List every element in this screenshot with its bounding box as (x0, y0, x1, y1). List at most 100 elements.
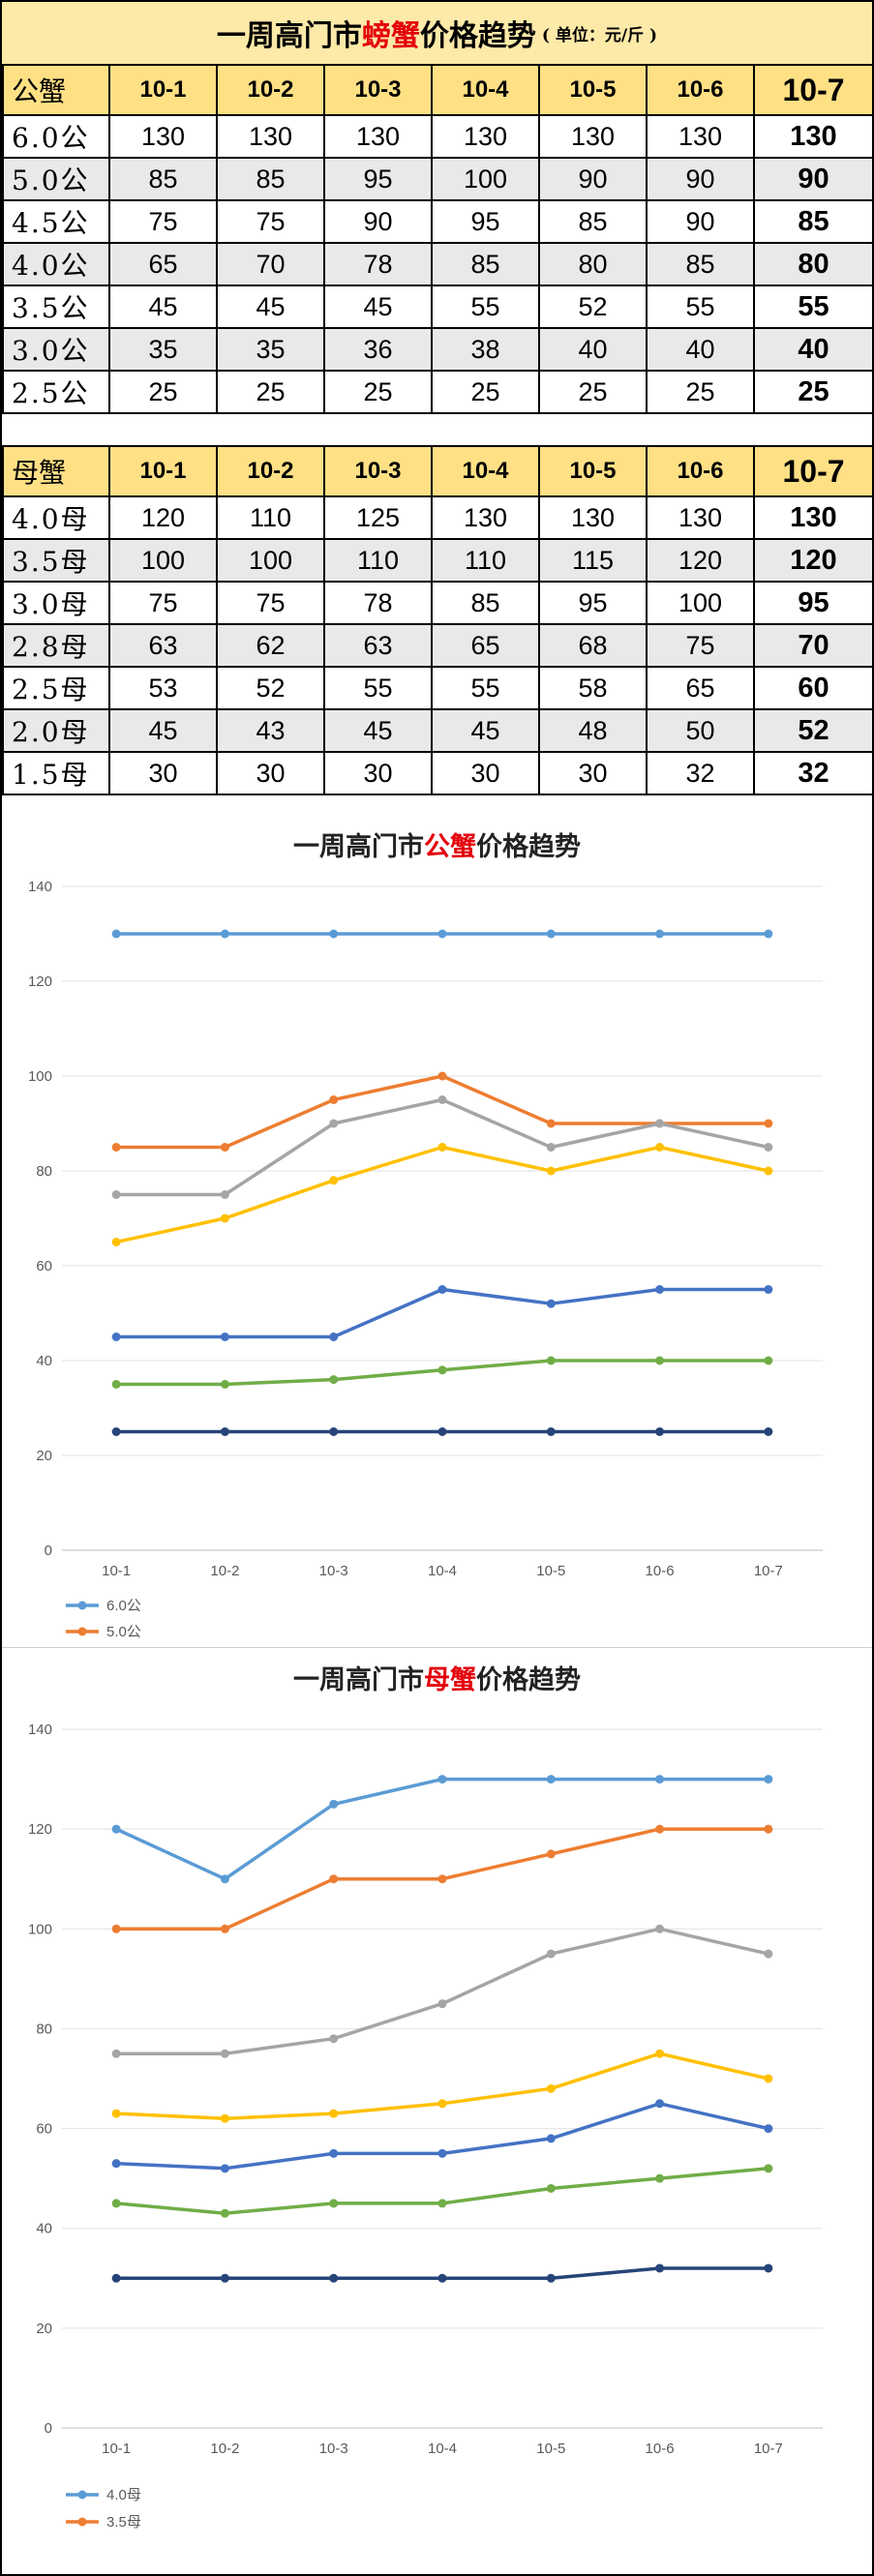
data-point (437, 2099, 447, 2109)
price-cell: 130 (216, 114, 325, 159)
price-cell: 25 (753, 370, 874, 414)
x-tick-label: 10-4 (428, 2441, 457, 2457)
data-point (437, 1143, 447, 1152)
female-crab-chart: 一周高门市母蟹价格趋势 0 20 40 60 80 100 120 140 10-1 10-2 10-… (2, 1647, 872, 2573)
y-tick-label: 20 (36, 2321, 52, 2337)
table-row: 4.0公 65 70 78 85 80 85 80 (2, 242, 874, 286)
price-cell: 60 (753, 666, 874, 710)
price-cell: 100 (108, 538, 218, 583)
price-cell: 65 (646, 666, 755, 710)
table-row: 1.5母 30 30 30 30 30 32 32 (2, 751, 874, 795)
price-cell: 68 (538, 623, 648, 668)
price-cell: 75 (646, 623, 755, 668)
price-cell: 70 (216, 242, 325, 286)
y-tick-label: 140 (28, 1722, 52, 1738)
x-tick-label: 10-1 (102, 2441, 131, 2457)
data-point (655, 1427, 665, 1436)
data-point (111, 1190, 121, 1199)
x-tick-label: 10-7 (754, 2441, 783, 2457)
price-cell: 55 (431, 285, 540, 329)
data-point (655, 2263, 665, 2273)
data-point (546, 1849, 556, 1859)
x-tick-label: 10-2 (210, 1563, 239, 1579)
data-point (764, 1166, 773, 1176)
price-cell: 48 (538, 708, 648, 753)
unit-label: ( 单位：元/斤 ) (541, 25, 658, 45)
table-row: 4.5公 75 75 90 95 85 90 85 (2, 199, 874, 244)
price-cell: 85 (431, 242, 540, 286)
data-point (220, 2164, 229, 2173)
price-cell: 45 (323, 285, 433, 329)
data-point (437, 1071, 447, 1081)
size-label: 2.8母 (2, 623, 110, 668)
data-point (329, 1119, 339, 1128)
chart-svg: 一周高门市母蟹价格趋势 0 20 40 60 80 100 120 140 10-1 10-2 10-… (28, 1664, 823, 2531)
price-cell: 120 (108, 495, 218, 540)
price-cell: 130 (538, 495, 648, 540)
size-label: 2.0母 (2, 708, 110, 753)
price-cell: 125 (323, 495, 433, 540)
series-line (116, 2102, 769, 2171)
y-tick-label: 100 (28, 1921, 52, 1937)
price-cell: 75 (216, 199, 325, 244)
date-header: 10-5 (538, 445, 648, 497)
x-tick-label: 10-5 (536, 1563, 565, 1579)
table-row: 3.5公 45 45 45 55 52 55 55 (2, 285, 874, 329)
size-label: 2.5母 (2, 666, 110, 710)
data-point (655, 1143, 665, 1152)
page-title: 一周高门市 螃蟹 价格趋势( 单位：元/斤 ) (2, 2, 872, 66)
x-tick-label: 10-3 (319, 1563, 348, 1579)
data-point (329, 2148, 339, 2158)
data-point (655, 929, 665, 939)
data-point (329, 1427, 339, 1436)
price-cell: 62 (216, 623, 325, 668)
price-cell: 80 (753, 242, 874, 286)
date-header: 10-4 (431, 445, 540, 497)
data-point (111, 1238, 121, 1246)
date-header: 10-2 (216, 445, 325, 497)
price-cell: 95 (753, 581, 874, 625)
table-row: 2.5公 25 25 25 25 25 25 25 (2, 370, 874, 414)
data-point (546, 2273, 556, 2283)
table-row: 2.0母 45 43 45 45 48 50 52 (2, 708, 874, 753)
data-point (437, 1095, 447, 1104)
title-highlight: 螃蟹 (361, 19, 420, 53)
table-row: 5.0公 85 85 95 100 90 90 90 (2, 157, 874, 201)
price-cell: 25 (216, 370, 325, 414)
price-cell: 65 (108, 242, 218, 286)
data-point (655, 2049, 665, 2058)
price-cell: 36 (323, 327, 433, 372)
price-cell: 90 (538, 157, 648, 201)
data-point (546, 1119, 556, 1128)
date-header: 10-6 (646, 445, 755, 497)
data-point (437, 2273, 447, 2283)
x-tick-label: 10-5 (536, 2441, 565, 2457)
data-point (437, 1427, 447, 1436)
data-point (655, 1824, 665, 1834)
data-point (764, 2124, 773, 2134)
data-point (764, 2074, 773, 2083)
price-cell: 90 (646, 199, 755, 244)
price-cell: 90 (753, 157, 874, 201)
price-cell: 50 (646, 708, 755, 753)
price-cell: 100 (646, 581, 755, 625)
data-point (764, 1119, 773, 1128)
data-point (546, 1166, 556, 1176)
size-label: 3.0母 (2, 581, 110, 625)
price-cell: 75 (108, 199, 218, 244)
size-label: 4.0母 (2, 495, 110, 540)
price-cell: 95 (323, 157, 433, 201)
data-point (655, 1285, 665, 1294)
price-cell: 78 (323, 581, 433, 625)
data-point (220, 1213, 229, 1223)
legend-marker (77, 2517, 87, 2527)
title-suffix: 价格趋势 (419, 19, 536, 53)
price-cell: 75 (216, 581, 325, 625)
table-row: 6.0公 130 130 130 130 130 130 130 (2, 114, 874, 159)
size-label: 3.5公 (2, 285, 110, 329)
price-cell: 40 (753, 327, 874, 372)
data-point (220, 929, 229, 939)
y-tick-label: 140 (28, 879, 52, 895)
data-point (546, 1143, 556, 1152)
price-cell: 55 (646, 285, 755, 329)
